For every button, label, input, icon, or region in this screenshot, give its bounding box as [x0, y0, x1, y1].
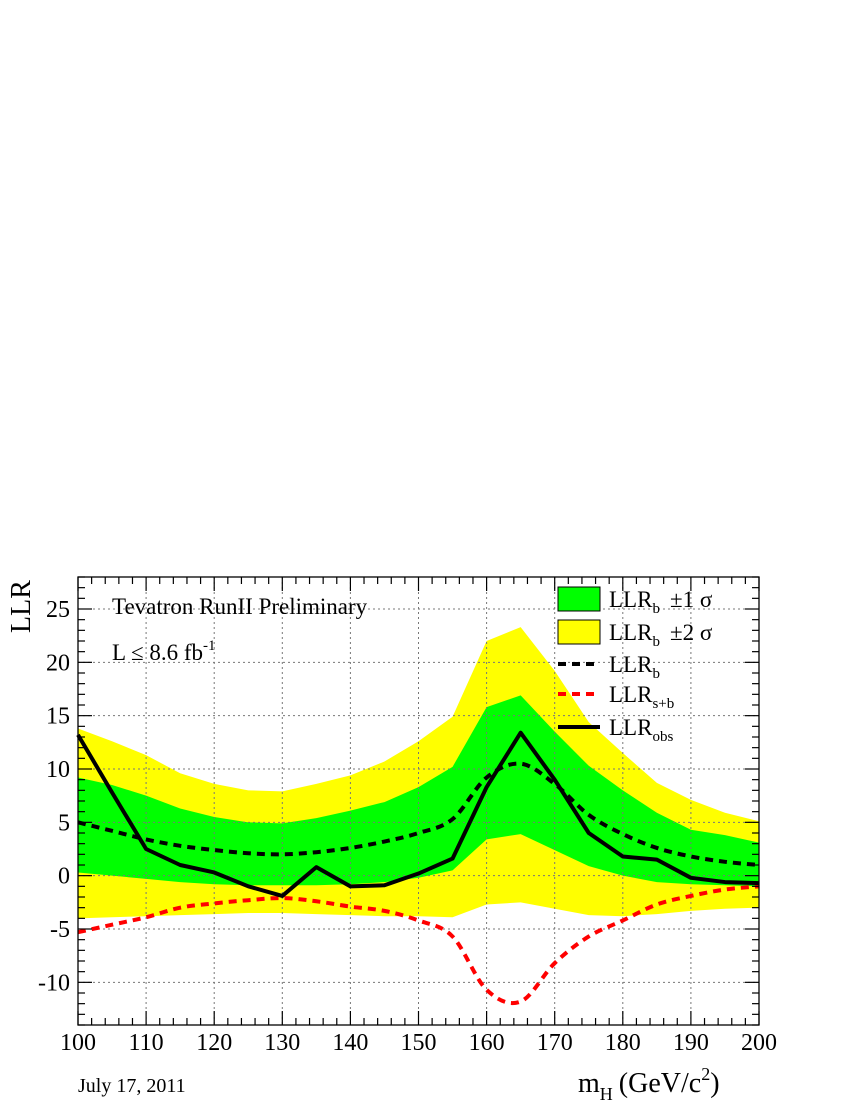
- x-label-unit-close: ): [710, 1068, 719, 1099]
- x-tick-label: 190: [673, 1030, 709, 1056]
- legend-label-suffix: ±2 σ: [670, 620, 713, 645]
- grid-lines: [78, 577, 759, 1025]
- legend-label-sub: b: [652, 601, 660, 617]
- legend-swatch: [557, 619, 601, 645]
- lumi-main: L ≤ 8.6 fb: [112, 640, 203, 665]
- y-tick-label: 20: [46, 650, 70, 676]
- legend-label: LLRb ±2 σ: [609, 620, 713, 650]
- legend-swatch: [557, 586, 601, 612]
- x-tick-label: 200: [741, 1030, 777, 1056]
- legend-label: LLRs+b: [609, 682, 674, 712]
- y-tick-label: 15: [46, 704, 70, 730]
- x-tick-label: 150: [401, 1030, 437, 1056]
- x-label-main: m: [578, 1068, 600, 1099]
- y-tick-label: 0: [58, 864, 70, 890]
- x-tick-label: 100: [60, 1030, 96, 1056]
- legend-label-main: LLR: [609, 652, 653, 677]
- x-tick-label: 160: [469, 1030, 505, 1056]
- y-tick-label: 25: [46, 597, 70, 623]
- x-label-unit: (GeV/c: [619, 1068, 701, 1099]
- chart-annotation-title: Tevatron RunII Preliminary: [112, 594, 368, 619]
- band-1sigma: [78, 695, 759, 887]
- legend-label-sub: b: [652, 634, 660, 650]
- x-tick-label: 180: [605, 1030, 641, 1056]
- legend-label-sub: s+b: [652, 696, 674, 712]
- series-llr-b: [77, 761, 760, 867]
- y-tick-label: 5: [58, 810, 70, 836]
- y-tick-label: -10: [38, 970, 70, 996]
- date-label: July 17, 2011: [78, 1075, 186, 1097]
- y-axis-label: LLR: [6, 580, 37, 633]
- legend-item-band2: LLRb ±2 σ: [557, 619, 713, 650]
- legend-label-main: LLR: [609, 682, 653, 707]
- x-tick-label: 170: [537, 1030, 573, 1056]
- legend-label-suffix: ±1 σ: [670, 587, 713, 612]
- legend-label-sub: b: [652, 666, 660, 682]
- legend-label-main: LLR: [609, 587, 653, 612]
- series-llr-sb: [77, 884, 760, 1006]
- legend-item-llrobs: LLRobs: [558, 715, 673, 745]
- tick-labels: 100 110 120 130 140 150 160 170 180 190 200 -10 -5 0 5…: [38, 597, 777, 1056]
- x-label-sub: H: [600, 1084, 613, 1100]
- series-llr-obs: [76, 730, 760, 898]
- axis-ticks: [77, 576, 760, 1026]
- x-tick-label: 130: [264, 1030, 300, 1056]
- legend-label: LLRb: [609, 652, 660, 682]
- chart-annotation-lumi: L ≤ 8.6 fb-1: [112, 638, 215, 665]
- lumi-sup: -1: [203, 638, 216, 654]
- x-tick-label: 120: [196, 1030, 232, 1056]
- x-axis-label: mH (GeV/c2): [578, 1064, 720, 1100]
- legend-label-main: LLR: [609, 715, 653, 740]
- y-tick-label: 10: [46, 757, 70, 783]
- legend-item-llrsb: LLRs+b: [558, 682, 674, 712]
- x-tick-label: 140: [332, 1030, 368, 1056]
- y-tick-label: -5: [50, 917, 70, 943]
- legend-item-band1: LLRb ±1 σ: [557, 586, 713, 617]
- legend-label-sub: obs: [652, 729, 673, 745]
- legend-label: LLRobs: [609, 715, 673, 745]
- legend-label: LLRb ±1 σ: [609, 587, 713, 617]
- legend-item-llrb: LLRb: [558, 652, 660, 682]
- x-tick-label: 110: [129, 1030, 164, 1056]
- series-lines: [76, 730, 760, 1006]
- x-label-unit-sup: 2: [701, 1064, 710, 1084]
- legend-label-main: LLR: [609, 620, 653, 645]
